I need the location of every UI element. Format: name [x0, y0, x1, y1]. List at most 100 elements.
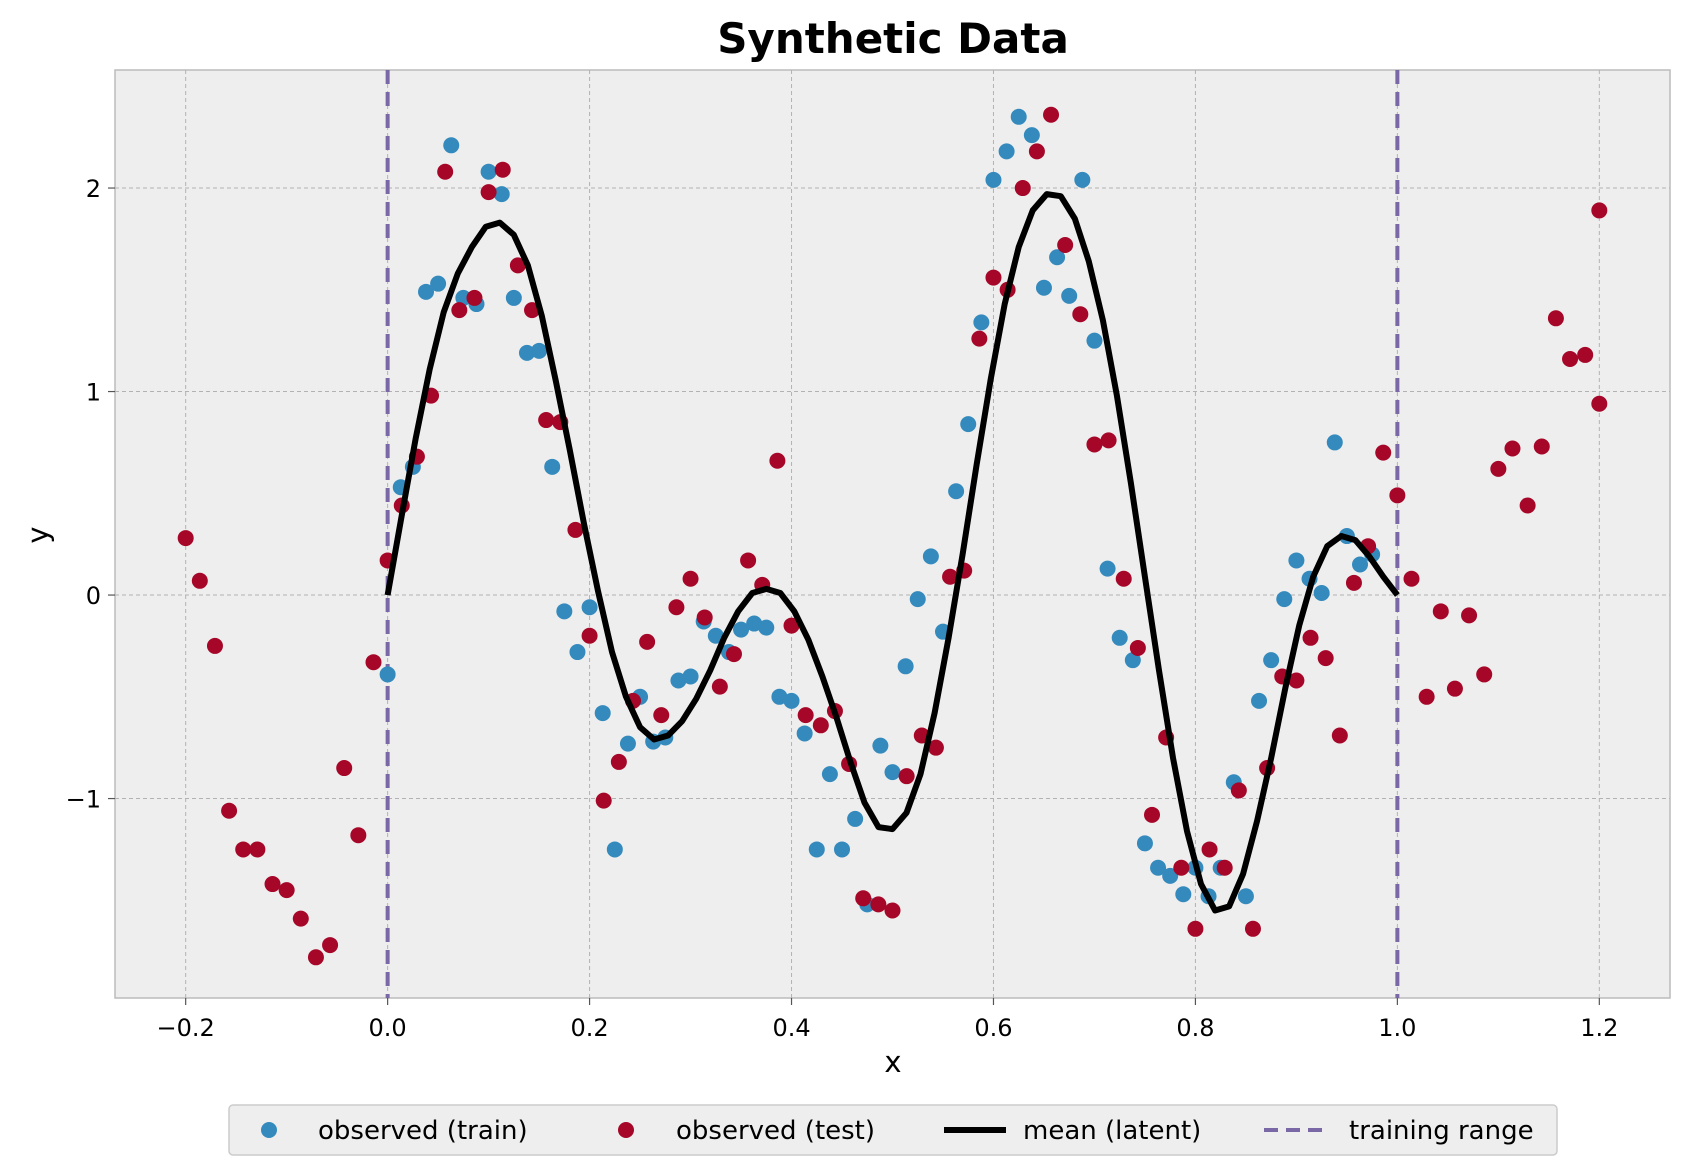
legend-mean-label: mean (latent) [1023, 1116, 1201, 1146]
test-point [1057, 237, 1074, 254]
train-point [834, 841, 851, 858]
test-point [249, 841, 266, 858]
test-point [336, 760, 353, 777]
test-point [480, 184, 497, 201]
y-tick-label: 1 [86, 379, 101, 407]
test-point [1187, 920, 1204, 937]
train-point [1136, 835, 1153, 852]
train-point [455, 289, 472, 306]
x-tick-label: 0.4 [772, 1014, 810, 1042]
test-point [971, 330, 988, 347]
x-tick-label: 0.6 [974, 1014, 1012, 1042]
test-point [1461, 607, 1478, 624]
test-point [494, 161, 511, 178]
x-tick-label: 0.0 [369, 1014, 407, 1042]
test-point [884, 902, 901, 919]
train-point [443, 137, 460, 154]
test-point [740, 552, 757, 569]
test-point [264, 876, 281, 893]
train-point [1010, 108, 1027, 125]
train-point [973, 314, 990, 331]
test-point [1144, 806, 1161, 823]
legend: observed (train) observed (test) mean (l… [228, 1104, 1558, 1156]
test-point [221, 802, 238, 819]
train-point [1175, 886, 1192, 903]
y-tick-label: 2 [86, 175, 101, 203]
test-point [1446, 680, 1463, 697]
tick-labels: −0.2 0.0 0.2 0.4 0.6 0.8 1.0 1.2 −1 0 1 2 [66, 175, 1619, 1042]
test-point [466, 289, 483, 306]
test-point [1418, 688, 1435, 705]
test-point [1345, 574, 1362, 591]
grid [115, 70, 1670, 998]
x-axis-label: x [884, 1045, 901, 1079]
test-point [855, 890, 872, 907]
y-tick-label: −1 [66, 786, 101, 814]
train-point [922, 548, 939, 565]
test-point [292, 910, 309, 927]
train-point [619, 735, 636, 752]
y-axis-label: y [21, 526, 55, 543]
train-point [1326, 434, 1343, 451]
train-point [581, 599, 598, 616]
test-point [1072, 306, 1089, 323]
test-point [653, 707, 670, 724]
test-point [682, 570, 699, 587]
train-point [531, 342, 548, 359]
test-point [870, 896, 887, 913]
legend-range-label: training range [1349, 1116, 1534, 1146]
train-point [847, 810, 864, 827]
test-point [1403, 570, 1420, 587]
train-point [1111, 629, 1128, 646]
train-point [480, 163, 497, 180]
test-point [278, 882, 295, 899]
test-point [1504, 440, 1521, 457]
train-point [897, 658, 914, 675]
test-point [711, 678, 728, 695]
legend-test-marker [618, 1122, 634, 1138]
test-point [668, 599, 685, 616]
test-point [235, 841, 252, 858]
train-point [569, 644, 586, 661]
x-tick-label: 0.8 [1176, 1014, 1214, 1042]
test-point [1100, 432, 1117, 449]
test-point [1216, 859, 1233, 876]
test-point [1331, 727, 1348, 744]
test-point [350, 827, 367, 844]
test-point [769, 452, 786, 469]
legend-box [228, 1104, 1558, 1156]
plot-area [114, 69, 1671, 999]
test-point [1173, 859, 1190, 876]
train-point [1061, 287, 1078, 304]
test-point [1577, 346, 1594, 363]
train-point [1162, 867, 1179, 884]
test-point [322, 937, 339, 954]
train-point [1263, 652, 1280, 669]
train-point [998, 143, 1015, 160]
test-point [1129, 639, 1146, 656]
train-point [1086, 332, 1103, 349]
test-point [1591, 202, 1608, 219]
test-point [1547, 310, 1564, 327]
test-point [783, 617, 800, 634]
test-point [1086, 436, 1103, 453]
test-point [1519, 497, 1536, 514]
train-point [884, 764, 901, 781]
train-point [379, 666, 396, 683]
train-point [418, 283, 434, 300]
test-point [797, 707, 814, 724]
train-point [670, 672, 687, 689]
test-point [985, 269, 1002, 286]
test-point [581, 627, 598, 644]
test-point [1288, 672, 1305, 689]
train-point [808, 841, 825, 858]
test-point [1201, 841, 1218, 858]
test-point [1490, 460, 1507, 477]
train-point [960, 416, 977, 433]
x-tick-label: 0.2 [570, 1014, 608, 1042]
test-point [927, 739, 944, 756]
test-points [177, 106, 1608, 966]
test-point [1533, 438, 1550, 455]
